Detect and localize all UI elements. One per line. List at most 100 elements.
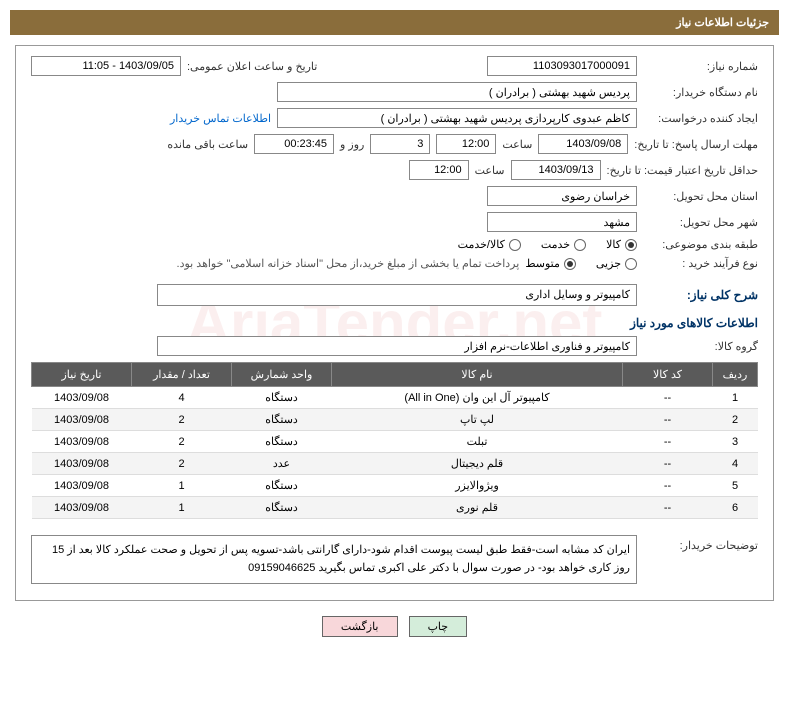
purchase-option-1[interactable]: متوسط: [525, 257, 576, 270]
min-validity-label: حداقل تاریخ اعتبار قیمت: تا تاریخ:: [607, 164, 758, 177]
back-button[interactable]: بازگشت: [322, 616, 398, 637]
table-cell: 1403/09/08: [32, 409, 132, 431]
row-requester: ایجاد کننده درخواست: کاظم عبدوی کارپرداز…: [31, 108, 758, 128]
table-cell: 2: [132, 431, 232, 453]
th-unit: واحد شمارش: [232, 363, 332, 387]
th-qty: تعداد / مقدار: [132, 363, 232, 387]
button-row: چاپ بازگشت: [0, 616, 789, 637]
row-goods-group: گروه کالا: کامپیوتر و فناوری اطلاعات-نرم…: [31, 336, 758, 356]
radio-icon: [564, 258, 576, 270]
table-cell: 4: [132, 387, 232, 409]
table-row: 4--قلم دیجیتالعدد21403/09/08: [32, 453, 758, 475]
table-cell: --: [623, 431, 713, 453]
buyer-org-label: نام دستگاه خریدار:: [643, 86, 758, 99]
and-label: روز و: [340, 138, 364, 151]
radio-icon: [509, 239, 521, 251]
radio-icon: [625, 239, 637, 251]
min-validity-date: 1403/09/13: [511, 160, 601, 180]
min-validity-time-label: ساعت: [475, 164, 505, 177]
table-cell: عدد: [232, 453, 332, 475]
deadline-date: 1403/09/08: [538, 134, 628, 154]
requester-label: ایجاد کننده درخواست:: [643, 112, 758, 125]
radio-icon: [574, 239, 586, 251]
goods-info-title: اطلاعات کالاهای مورد نیاز: [31, 316, 758, 330]
radio-icon: [625, 258, 637, 270]
main-container: AriaTender.net شماره نیاز: 1103093017000…: [15, 45, 774, 601]
table-cell: 5: [713, 475, 758, 497]
table-cell: 1: [132, 475, 232, 497]
table-cell: 1403/09/08: [32, 453, 132, 475]
table-row: 5--ویژوالایزردستگاه11403/09/08: [32, 475, 758, 497]
general-desc-value: کامپیوتر و وسایل اداری: [157, 284, 637, 306]
days-remain: 3: [370, 134, 430, 154]
category-opt-2-label: کالا/خدمت: [458, 238, 505, 251]
purchase-opt-1-label: متوسط: [525, 257, 560, 270]
row-buyer-desc: توضیحات خریدار: ایران کد مشابه است-فقط ط…: [31, 529, 758, 584]
deadline-time-label: ساعت: [502, 138, 532, 151]
row-buyer-org: نام دستگاه خریدار: پردیس شهید بهشتی ( بر…: [31, 82, 758, 102]
table-cell: --: [623, 497, 713, 519]
purchase-type-radio-group: جزیی متوسط: [525, 257, 637, 270]
request-number-label: شماره نیاز:: [643, 60, 758, 73]
table-cell: 3: [713, 431, 758, 453]
table-cell: 1403/09/08: [32, 475, 132, 497]
table-cell: 2: [132, 453, 232, 475]
table-cell: ویژوالایزر: [332, 475, 623, 497]
table-cell: قلم نوری: [332, 497, 623, 519]
city-value: مشهد: [487, 212, 637, 232]
print-button[interactable]: چاپ: [409, 616, 468, 637]
table-cell: دستگاه: [232, 387, 332, 409]
row-province: استان محل تحویل: خراسان رضوی: [31, 186, 758, 206]
category-opt-1-label: خدمت: [541, 238, 570, 251]
request-number-value: 1103093017000091: [487, 56, 637, 76]
table-row: 1--کامپیوتر آل این وان (All in One)دستگا…: [32, 387, 758, 409]
purchase-opt-0-label: جزیی: [596, 257, 621, 270]
page-header: جزئیات اطلاعات نیاز: [10, 10, 779, 35]
table-cell: 1: [713, 387, 758, 409]
countdown: 00:23:45: [254, 134, 334, 154]
contact-info-link[interactable]: اطلاعات تماس خریدار: [170, 112, 271, 125]
table-cell: 1403/09/08: [32, 431, 132, 453]
th-row: ردیف: [713, 363, 758, 387]
th-date: تاریخ نیاز: [32, 363, 132, 387]
row-min-validity: حداقل تاریخ اعتبار قیمت: تا تاریخ: 1403/…: [31, 160, 758, 180]
province-value: خراسان رضوی: [487, 186, 637, 206]
goods-group-label: گروه کالا:: [643, 340, 758, 353]
table-row: 3--تبلتدستگاه21403/09/08: [32, 431, 758, 453]
category-option-1[interactable]: خدمت: [541, 238, 586, 251]
requester-value: کاظم عبدوی کارپردازی پردیس شهید بهشتی ( …: [277, 108, 637, 128]
announce-date-value: 1403/09/05 - 11:05: [31, 56, 181, 76]
table-cell: 1403/09/08: [32, 387, 132, 409]
buyer-org-value: پردیس شهید بهشتی ( برادران ): [277, 82, 637, 102]
deadline-label: مهلت ارسال پاسخ: تا تاریخ:: [634, 138, 758, 151]
announce-date-label: تاریخ و ساعت اعلان عمومی:: [187, 60, 317, 73]
buyer-desc-label: توضیحات خریدار:: [643, 529, 758, 552]
table-cell: 1: [132, 497, 232, 519]
table-cell: 2: [713, 409, 758, 431]
th-name: نام کالا: [332, 363, 623, 387]
category-opt-0-label: کالا: [606, 238, 621, 251]
goods-group-value: کامپیوتر و فناوری اطلاعات-نرم افزار: [157, 336, 637, 356]
category-option-2[interactable]: کالا/خدمت: [458, 238, 521, 251]
min-validity-time: 12:00: [409, 160, 469, 180]
row-city: شهر محل تحویل: مشهد: [31, 212, 758, 232]
table-row: 2--لپ تاپدستگاه21403/09/08: [32, 409, 758, 431]
row-deadline: مهلت ارسال پاسخ: تا تاریخ: 1403/09/08 سا…: [31, 134, 758, 154]
table-header-row: ردیف کد کالا نام کالا واحد شمارش تعداد /…: [32, 363, 758, 387]
row-category: طبقه بندی موضوعی: کالا خدمت کالا/خدمت: [31, 238, 758, 251]
table-cell: --: [623, 387, 713, 409]
table-cell: --: [623, 409, 713, 431]
purchase-note: پرداخت تمام یا بخشی از مبلغ خرید،از محل …: [177, 257, 520, 270]
table-cell: دستگاه: [232, 431, 332, 453]
purchase-option-0[interactable]: جزیی: [596, 257, 637, 270]
city-label: شهر محل تحویل:: [643, 216, 758, 229]
category-option-0[interactable]: کالا: [606, 238, 637, 251]
general-desc-label: شرح کلی نیاز:: [643, 288, 758, 302]
deadline-time: 12:00: [436, 134, 496, 154]
table-cell: --: [623, 453, 713, 475]
table-cell: لپ تاپ: [332, 409, 623, 431]
row-purchase-type: نوع فرآیند خرید : جزیی متوسط پرداخت تمام…: [31, 257, 758, 270]
table-cell: تبلت: [332, 431, 623, 453]
table-row: 6--قلم نوریدستگاه11403/09/08: [32, 497, 758, 519]
th-code: کد کالا: [623, 363, 713, 387]
